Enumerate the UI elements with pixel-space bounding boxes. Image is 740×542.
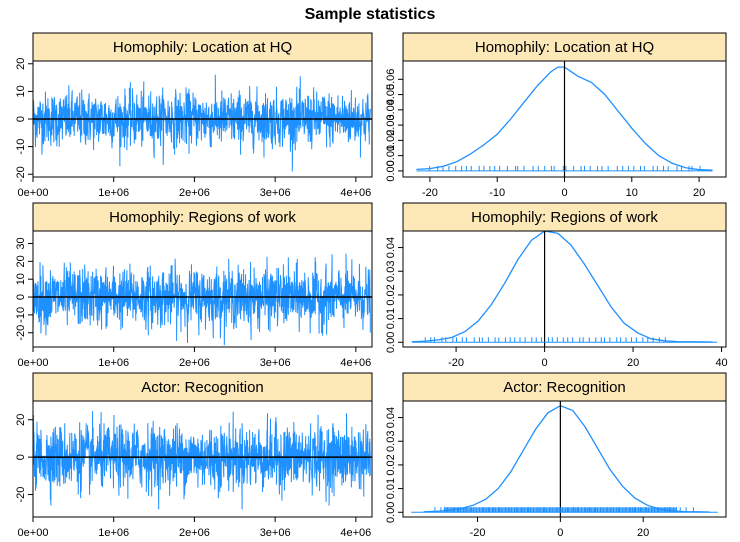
x-tick-label: 3e+06 xyxy=(260,187,291,199)
plot-frame xyxy=(402,230,727,348)
y-tick-label: 0.00 xyxy=(385,502,397,523)
x-tick-label: 3e+06 xyxy=(260,357,291,369)
x-tick-label: 1e+06 xyxy=(98,357,129,369)
panel-strip xyxy=(402,372,727,402)
y-tick-label: 0.04 xyxy=(385,407,397,428)
x-tick-label: 0e+00 xyxy=(18,357,49,369)
y-tick-label: -10 xyxy=(15,139,27,155)
trace-series-line xyxy=(33,411,371,510)
x-tick-label: 40 xyxy=(715,357,727,369)
y-tick-label: 0.03 xyxy=(385,431,397,452)
rug-marks xyxy=(429,165,701,171)
y-tick-label: 0.02 xyxy=(385,454,397,475)
y-tick-label: 0 xyxy=(15,294,27,300)
x-tick-label: 1e+06 xyxy=(98,187,129,199)
x-tick-label: 2e+06 xyxy=(179,187,210,199)
y-tick-label: 20 xyxy=(15,255,27,267)
rug-marks xyxy=(424,337,666,343)
y-tick-label: 0.02 xyxy=(385,284,397,305)
figure-title: Sample statistics xyxy=(304,6,436,23)
y-tick-label: 10 xyxy=(15,85,27,97)
panel-4-density: Homophily: Regions of work -20 0 20 40 0.00 0.… xyxy=(385,202,728,369)
panel-strip xyxy=(402,202,727,232)
panel-title: Actor: Recognition xyxy=(141,379,264,396)
x-tick-label: 4e+06 xyxy=(340,527,371,539)
x-tick-label: -20 xyxy=(470,527,486,539)
plot-area xyxy=(416,61,713,177)
y-tick-label: -20 xyxy=(15,166,27,182)
y-tick-label: 0.01 xyxy=(385,145,397,166)
x-tick-label: 0e+00 xyxy=(18,187,49,199)
y-tick-label: 0 xyxy=(15,454,27,460)
y-tick-label: 0.03 xyxy=(385,114,397,135)
panel-strip xyxy=(32,372,373,402)
x-tick-label: -20 xyxy=(422,187,438,199)
panel-3-trace: Homophily: Regions of work 0e+00 1e+06 2e+0… xyxy=(15,202,373,369)
panel-5-trace: Actor: Recognition 0e+00 1e+06 2e+06 3e+06 4e… xyxy=(15,372,373,539)
panel-strip xyxy=(32,202,373,232)
panel-title: Homophily: Regions of work xyxy=(109,209,296,226)
panel-strip xyxy=(32,32,373,62)
x-tick-label: 4e+06 xyxy=(340,357,371,369)
panel-strip xyxy=(402,32,727,62)
y-tick-label: -20 xyxy=(15,487,27,503)
plot-area xyxy=(33,253,372,346)
y-tick-label: 0.01 xyxy=(385,308,397,329)
x-tick-label: -20 xyxy=(448,357,464,369)
plot-frame xyxy=(402,400,727,518)
y-tick-label: 20 xyxy=(15,414,27,426)
trace-series-line xyxy=(33,253,371,346)
x-tick-label: 0 xyxy=(542,357,548,369)
y-tick-label: -10 xyxy=(15,307,27,323)
y-tick-label: 20 xyxy=(15,58,27,70)
density-curve xyxy=(411,231,713,343)
x-tick-label: 20 xyxy=(627,357,639,369)
trace-series-line xyxy=(33,74,371,172)
density-curve xyxy=(423,404,710,513)
y-tick-label: 0.00 xyxy=(385,332,397,353)
y-tick-label: 0.05 xyxy=(385,84,397,105)
plot-frame xyxy=(32,400,373,518)
x-tick-label: 2e+06 xyxy=(179,357,210,369)
y-tick-label: 0.04 xyxy=(385,237,397,258)
x-tick-label: 10 xyxy=(626,187,638,199)
plot-area xyxy=(33,74,372,172)
panel-title: Actor: Recognition xyxy=(503,379,626,396)
plot-area xyxy=(33,411,372,510)
y-tick-label: 0.00 xyxy=(385,160,397,181)
y-tick-label: 0.06 xyxy=(385,69,397,90)
plot-area xyxy=(411,231,718,347)
x-tick-label: -10 xyxy=(489,187,505,199)
panel-title: Homophily: Regions of work xyxy=(471,209,658,226)
y-tick-label: 0.03 xyxy=(385,261,397,282)
y-tick-label: 10 xyxy=(15,273,27,285)
y-tick-label: 0 xyxy=(15,116,27,122)
panel-title: Homophily: Location at HQ xyxy=(113,39,292,56)
x-tick-label: 4e+06 xyxy=(340,187,371,199)
x-tick-label: 20 xyxy=(637,527,649,539)
y-tick-label: -20 xyxy=(15,325,27,341)
y-tick-label: 0.01 xyxy=(385,478,397,499)
x-tick-label: 20 xyxy=(693,187,705,199)
y-tick-label: 30 xyxy=(15,237,27,249)
plot-frame xyxy=(32,230,373,348)
panel-1-trace: Homophily: Location at HQ 0e+00 1e+06 2e+06… xyxy=(15,32,373,199)
x-tick-label: 0e+00 xyxy=(18,527,49,539)
plot-area xyxy=(411,401,718,517)
x-tick-label: 0 xyxy=(557,527,563,539)
panel-title: Homophily: Location at HQ xyxy=(475,39,654,56)
panel-6-density: Actor: Recognition -20 0 20 0.00 0.01 0.02 0.03… xyxy=(385,372,727,539)
x-tick-label: 0 xyxy=(561,187,567,199)
x-tick-label: 1e+06 xyxy=(98,527,129,539)
panel-2-density: Homophily: Location at HQ -20 -10 0 10 20 0.00… xyxy=(385,32,727,199)
y-tick-label: 0.04 xyxy=(385,99,397,120)
x-tick-label: 2e+06 xyxy=(179,527,210,539)
y-tick-label: 0.02 xyxy=(385,130,397,151)
rug-marks xyxy=(434,507,694,513)
x-tick-label: 3e+06 xyxy=(260,527,291,539)
